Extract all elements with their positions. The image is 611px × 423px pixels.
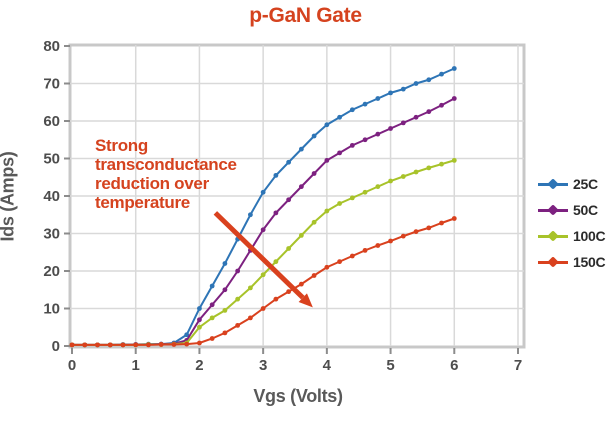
annotation-line: Strong [95,136,148,155]
y-tick-label: 30 [43,226,60,243]
x-tick-label: 4 [323,357,332,374]
annotation-text: Strong transconductance reduction over t… [95,136,295,212]
legend-item-150c: 150C [538,249,610,275]
legend-marker-50c-icon [538,203,568,216]
legend-label-100c: 100C [573,228,606,244]
legend-marker-150c-icon [538,255,568,268]
y-tick-label: 40 [43,188,60,205]
x-tick-label: 1 [132,357,140,374]
legend-item-50c: 50C [538,197,610,223]
y-tick-label: 50 [43,151,60,168]
annotation-line: reduction over [95,174,209,193]
legend: 25C 50C 100C 150C [538,171,610,275]
x-tick-label: 5 [386,357,394,374]
y-tick-label: 70 [43,76,60,93]
annotation-line: temperature [95,193,190,212]
y-tick-label: 80 [43,38,60,55]
chart-title: p-GaN Gate [249,4,362,27]
legend-marker-25c-icon [538,177,568,190]
annotation-arrow [213,211,313,308]
y-tick-label: 20 [43,263,60,280]
x-tick-label: 6 [450,357,458,374]
legend-label-25c: 25C [573,176,598,192]
legend-marker-100c-icon [538,229,568,242]
x-tick-label: 2 [195,357,203,374]
y-axis-label: Ids (Amps) [0,151,18,242]
legend-label-150c: 150C [573,254,606,270]
legend-item-100c: 100C [538,223,610,249]
x-tick-label: 3 [259,357,267,374]
series-150C [69,216,457,348]
y-tick-label: 60 [43,113,60,130]
legend-item-25c: 25C [538,171,610,197]
legend-label-50c: 50C [573,202,598,218]
x-tick-label: 0 [68,357,76,374]
x-axis-label: Vgs (Volts) [253,386,343,406]
y-tick-label: 10 [43,301,60,318]
annotation-line: transconductance [95,155,237,174]
x-tick-label: 7 [514,357,522,374]
y-tick-label: 0 [52,338,60,355]
